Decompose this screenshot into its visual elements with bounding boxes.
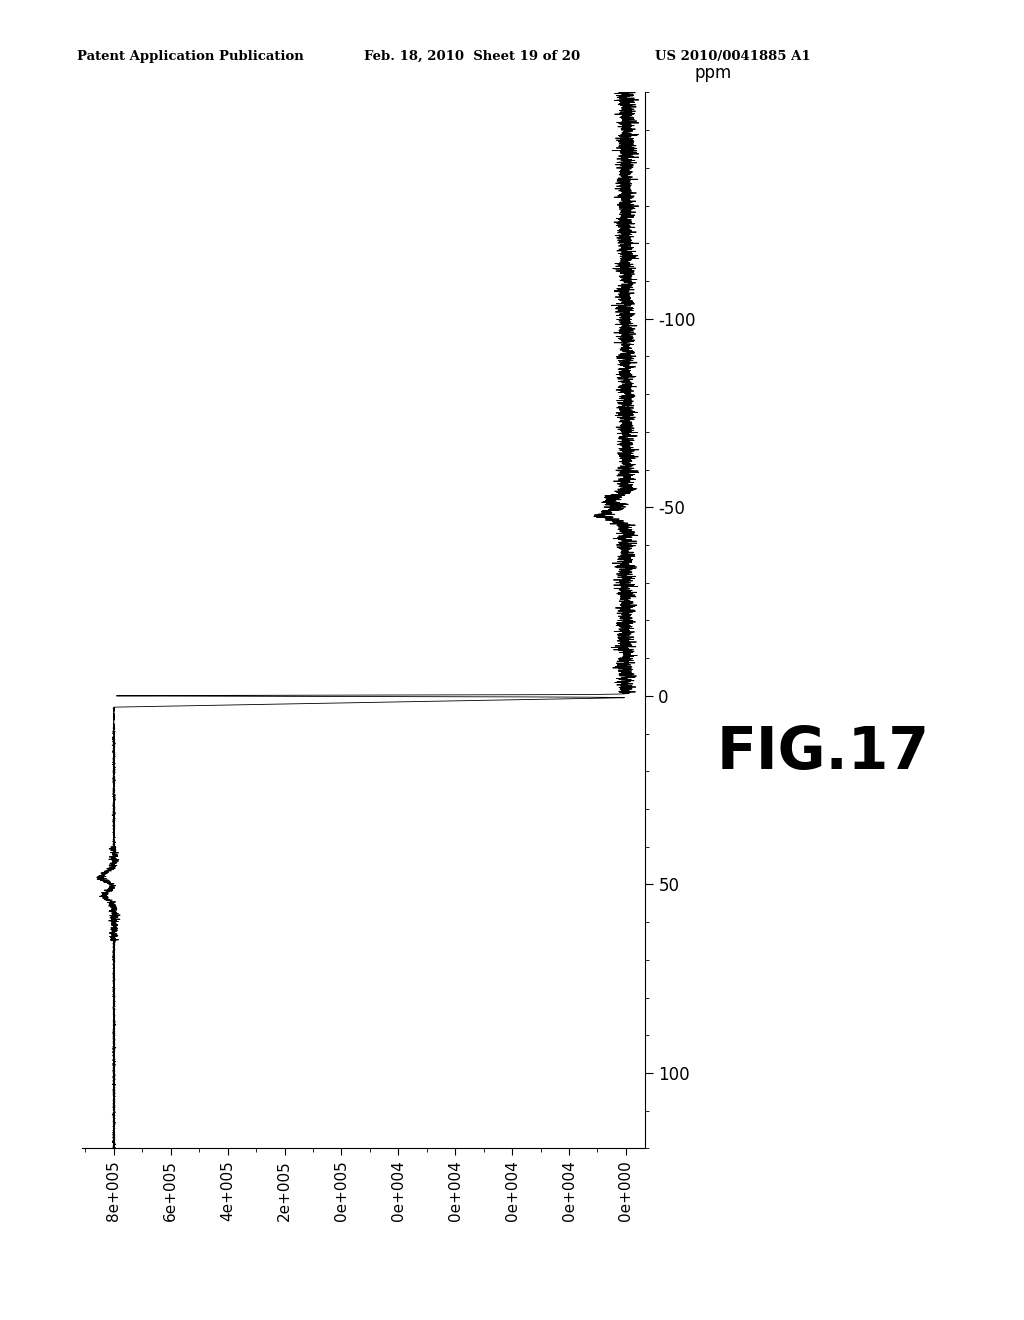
Text: US 2010/0041885 A1: US 2010/0041885 A1	[655, 50, 811, 63]
Text: FIG.17: FIG.17	[717, 723, 930, 781]
Text: Feb. 18, 2010  Sheet 19 of 20: Feb. 18, 2010 Sheet 19 of 20	[364, 50, 580, 63]
Text: ppm: ppm	[694, 63, 731, 82]
Text: Patent Application Publication: Patent Application Publication	[77, 50, 303, 63]
